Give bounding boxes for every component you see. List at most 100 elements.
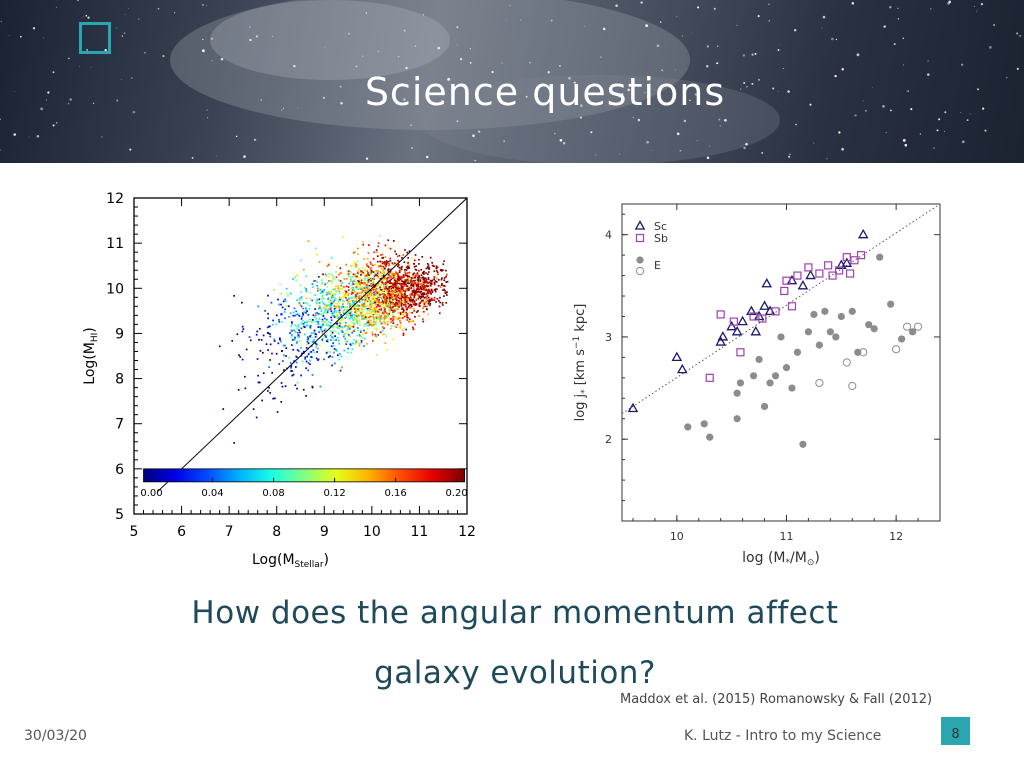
star	[0, 118, 2, 121]
data-point	[396, 280, 398, 283]
data-point	[300, 347, 302, 349]
data-point	[440, 284, 443, 287]
star	[716, 62, 719, 65]
data-point	[257, 381, 260, 384]
data-point	[388, 300, 391, 303]
data-point	[383, 312, 385, 315]
data-point	[684, 423, 692, 431]
data-point	[793, 348, 802, 356]
data-point	[392, 322, 395, 324]
y-axis-label-close: )	[82, 327, 98, 332]
data-point	[334, 335, 336, 337]
data-point	[396, 255, 399, 258]
data-point	[726, 320, 737, 331]
data-point	[241, 325, 244, 328]
data-point	[381, 280, 384, 283]
data-point	[370, 299, 373, 302]
star	[282, 107, 284, 109]
data-point	[363, 332, 366, 334]
data-point	[331, 280, 333, 283]
data-point	[330, 291, 333, 293]
data-point	[384, 266, 387, 269]
data-point	[383, 267, 386, 270]
data-point	[381, 262, 384, 265]
data-point	[369, 322, 371, 324]
data-point	[300, 318, 303, 320]
data-point	[415, 288, 418, 291]
data-point	[409, 303, 411, 306]
star	[676, 16, 678, 18]
data-point	[363, 317, 365, 320]
data-point	[311, 319, 314, 321]
star	[768, 20, 770, 22]
data-point	[364, 314, 366, 316]
data-point	[420, 293, 423, 295]
data-point	[348, 334, 351, 337]
data-point	[330, 325, 332, 327]
star	[501, 62, 503, 64]
data-point	[426, 281, 428, 283]
star	[68, 57, 70, 60]
data-point	[356, 334, 358, 337]
data-point	[375, 290, 378, 293]
data-point	[345, 285, 348, 288]
data-point	[391, 306, 394, 309]
data-point	[422, 307, 424, 310]
star	[469, 62, 472, 64]
data-point	[367, 277, 369, 280]
data-point	[419, 297, 422, 300]
data-point	[410, 303, 413, 306]
data-point	[376, 306, 378, 308]
data-point	[351, 303, 354, 306]
star	[590, 131, 593, 134]
data-point	[373, 295, 375, 298]
star	[437, 46, 441, 50]
data-point	[404, 272, 407, 275]
data-point	[393, 240, 395, 242]
star	[8, 34, 10, 36]
star	[826, 158, 828, 160]
data-point	[407, 296, 410, 299]
data-point	[322, 273, 324, 276]
star	[123, 32, 126, 34]
data-point	[282, 344, 285, 347]
data-point	[355, 299, 358, 302]
data-point	[352, 324, 355, 326]
data-point	[286, 292, 289, 295]
star	[116, 99, 119, 102]
data-point	[425, 296, 427, 299]
data-point	[373, 318, 376, 321]
data-point	[371, 292, 374, 295]
data-point	[300, 305, 303, 308]
data-point	[835, 266, 844, 275]
data-point	[393, 283, 396, 285]
data-point	[332, 300, 335, 303]
data-point	[365, 285, 367, 287]
data-point	[267, 294, 269, 297]
data-point	[354, 296, 357, 299]
data-point	[391, 301, 393, 303]
data-point	[331, 336, 333, 338]
data-point	[433, 299, 436, 301]
data-point	[627, 402, 639, 413]
data-point	[340, 326, 343, 328]
data-point	[381, 257, 384, 259]
data-point	[358, 318, 361, 321]
data-point	[430, 293, 432, 295]
star	[579, 116, 583, 119]
data-point	[422, 320, 425, 323]
data-point	[313, 351, 316, 354]
data-point	[321, 290, 324, 293]
x-axis-label-tail: /M	[790, 550, 807, 566]
data-point	[376, 297, 378, 300]
data-point	[370, 290, 373, 293]
data-point	[362, 289, 364, 292]
star	[456, 26, 459, 29]
data-point	[445, 269, 447, 272]
data-point	[305, 288, 307, 290]
data-point	[392, 277, 394, 280]
data-point	[292, 278, 294, 280]
data-point	[402, 317, 404, 319]
data-point	[434, 289, 436, 291]
x-tick-label: 12	[889, 530, 903, 543]
